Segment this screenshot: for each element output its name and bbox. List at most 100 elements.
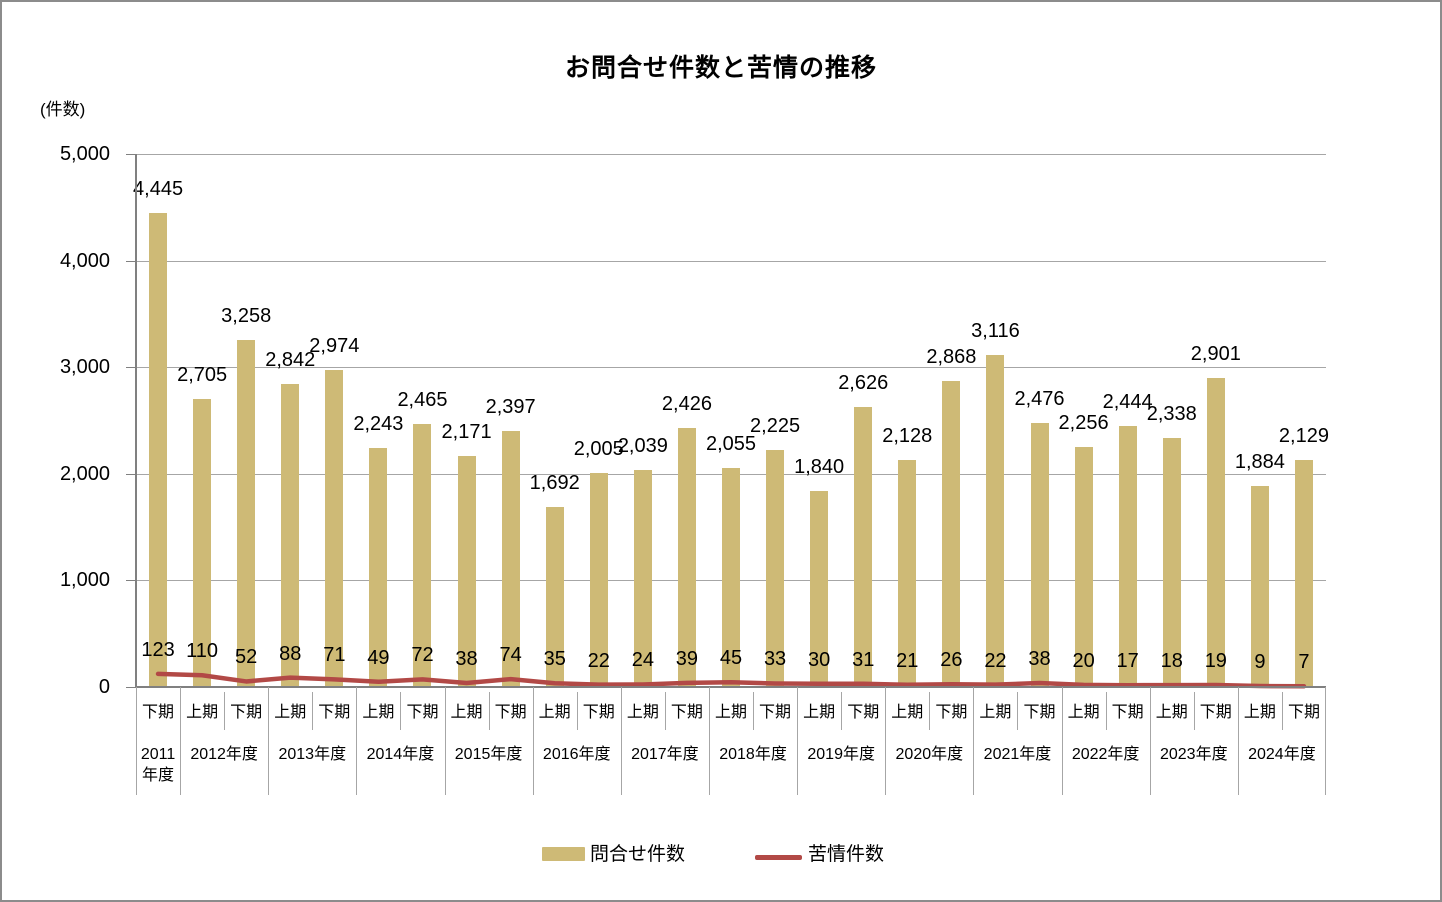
y-tick-label: 3,000: [59, 356, 110, 379]
line-value-label: 45: [719, 647, 743, 670]
inquiries-legend-swatch: [542, 847, 585, 861]
bar-value-label: 2,705: [177, 363, 228, 386]
x-year-label: 2013年度: [278, 746, 347, 763]
bar: [1250, 486, 1269, 687]
bar-value-label: 2,338: [1146, 402, 1197, 425]
bar-value-label: 2,974: [309, 334, 360, 357]
x-year-label: 2024年度: [1248, 746, 1316, 763]
x-period-label: 下期: [582, 704, 615, 721]
bar-value-label: 2,128: [882, 425, 933, 448]
line-value-label: 71: [323, 644, 346, 667]
bar: [501, 431, 520, 687]
x-year-label: 2023年度: [1159, 746, 1228, 763]
x-year-label: 2014年度: [366, 746, 435, 763]
bar: [722, 467, 740, 687]
bar: [1030, 423, 1049, 687]
x-period-label: 上期: [803, 704, 836, 721]
x-period-label: 上期: [979, 704, 1012, 721]
x-year-label: 2016年度: [542, 746, 611, 763]
bar: [1074, 446, 1093, 687]
y-tick-label: 1,000: [59, 569, 110, 592]
line-value-label: 33: [763, 648, 787, 671]
bar: [1294, 460, 1313, 687]
line-value-label: 72: [411, 644, 434, 667]
year-separator: [356, 687, 358, 795]
bar: [898, 460, 917, 687]
period-separator: [576, 692, 578, 730]
bar-value-label: 2,256: [1058, 411, 1109, 434]
bar: [854, 407, 873, 687]
complaints-legend-label: 苦情件数: [808, 844, 885, 865]
bar: [149, 213, 168, 687]
bar-value-label: 2,129: [1278, 425, 1329, 448]
bar-value-label: 2,225: [750, 414, 801, 437]
bar-value-label: 4,445: [133, 178, 184, 201]
x-period-label: 下期: [935, 704, 968, 721]
period-separator: [1193, 692, 1195, 730]
line-value-label: 18: [1160, 650, 1183, 673]
bar-value-label: 2,626: [838, 372, 889, 395]
x-period-label: 下期: [318, 704, 351, 721]
bar-value-label: 2,005: [573, 438, 624, 461]
y-axis-unit-label: (件数): [40, 100, 86, 119]
line-value-label: 17: [1116, 650, 1139, 673]
period-separator: [488, 692, 490, 730]
gridline: [136, 367, 1326, 369]
year-separator: [1061, 687, 1063, 795]
x-period-label: 下期: [1111, 704, 1144, 721]
x-period-label: 下期: [494, 704, 527, 721]
bar: [1118, 426, 1137, 687]
period-separator: [224, 692, 226, 730]
x-period-label: 上期: [714, 704, 747, 721]
x-period-label: 下期: [1199, 704, 1232, 721]
x-year-label: 2021年度: [983, 746, 1052, 763]
bar: [986, 354, 1005, 687]
x-period-label: 上期: [891, 704, 924, 721]
period-separator: [664, 692, 666, 730]
line-value-label: 26: [940, 649, 963, 672]
line-value-label: 22: [984, 649, 1007, 672]
x-year-label: 2018年度: [719, 746, 787, 763]
x-axis-line: [136, 686, 1326, 688]
x-year-label: 2011年度: [140, 746, 176, 784]
line-value-label: 35: [543, 648, 566, 671]
year-separator: [620, 687, 622, 795]
bar: [545, 506, 564, 687]
bar: [193, 398, 212, 687]
y-tick-label: 5,000: [59, 143, 110, 165]
bar: [457, 455, 476, 687]
x-period-label: 下期: [230, 704, 263, 721]
x-year-label: 2017年度: [631, 746, 699, 763]
period-separator: [1017, 692, 1019, 730]
bar: [1162, 437, 1181, 687]
x-period-label: 上期: [274, 704, 307, 721]
year-separator: [1325, 687, 1326, 795]
bar-value-label: 1,884: [1234, 451, 1285, 474]
y-tick-label: 2,000: [59, 462, 110, 485]
bar-value-label: 2,444: [1102, 391, 1153, 414]
year-separator: [1237, 687, 1239, 795]
line-value-label: 21: [896, 649, 919, 672]
bar: [281, 384, 300, 687]
x-period-label: 上期: [538, 704, 571, 721]
x-period-label: 下期: [1023, 704, 1056, 721]
bar: [810, 490, 829, 687]
line-value-label: 24: [631, 649, 654, 672]
year-separator: [180, 687, 182, 795]
line-value-label: 39: [675, 647, 699, 670]
x-period-label: 下期: [142, 704, 175, 721]
line-value-label: 52: [235, 646, 258, 669]
bar-value-label: 2,039: [617, 434, 668, 457]
bar: [369, 447, 388, 687]
bar: [237, 339, 256, 687]
bar-value-label: 2,055: [705, 432, 757, 455]
complaints-legend-swatch: [755, 855, 802, 860]
line-value-label: 49: [367, 646, 390, 669]
year-separator: [532, 687, 534, 795]
bar-value-label: 1,692: [529, 471, 580, 494]
line-value-label: 9: [1254, 651, 1266, 674]
x-axis-category-labels: 下期 上期 下期 上期 下期 上期 下期 上期 下期 上期 下期 上期 下期 上期 下期 上期 下期 上期 下期 上期…: [136, 687, 1326, 795]
x-period-label: 上期: [1067, 704, 1100, 721]
x-period-label: 下期: [670, 704, 703, 721]
period-separator: [312, 692, 314, 730]
